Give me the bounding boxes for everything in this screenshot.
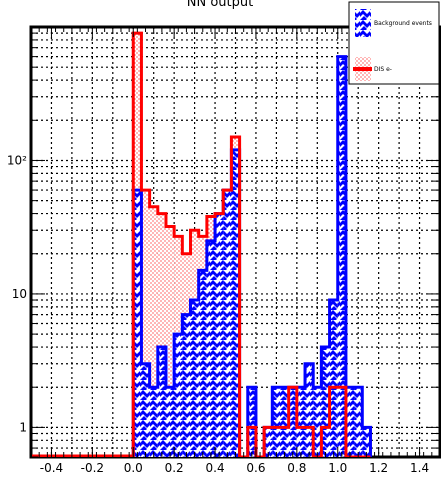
x-tick-label: 0.2: [165, 461, 184, 475]
background-bar: [305, 363, 314, 457]
background-bar: [247, 387, 256, 457]
background-bar: [215, 213, 224, 457]
dis-fill-bar: [190, 230, 199, 301]
background-bar: [182, 314, 191, 457]
background-bar: [206, 240, 216, 457]
background-bar: [264, 427, 273, 457]
background-bar: [133, 190, 142, 457]
y-tick-label: 10: [12, 287, 27, 301]
y-tick-label: 10²: [7, 153, 27, 167]
background-bar: [198, 270, 207, 457]
dis-fill-bar: [231, 136, 240, 150]
dis-fill-bar: [206, 216, 216, 241]
background-bar: [174, 334, 183, 457]
background-bar: [321, 347, 330, 457]
background-bar: [272, 387, 281, 457]
background-bar: [345, 387, 355, 457]
y-tick-label: 1: [19, 420, 27, 434]
legend: Background events DIS e-: [348, 1, 440, 85]
dis-fill-bar: [174, 236, 183, 335]
background-bar: [223, 190, 232, 457]
dis-fill-bar: [133, 33, 142, 191]
histogram-bars: [32, 31, 372, 457]
background-bar: [165, 387, 175, 457]
background-bar: [337, 56, 346, 457]
legend-label-dis: DIS e-: [374, 66, 392, 73]
axes: -0.4 -0.2 0.0 0.2 0.4 0.6 0.8 1.0 1.2 1.4 1 10 10²: [7, 27, 440, 475]
x-tick-label: 1.2: [369, 461, 388, 475]
chart-title: NN output: [187, 0, 253, 10]
dis-fill-bar: [157, 213, 166, 348]
x-tick-label: 1.0: [328, 461, 347, 475]
x-tick-label: 0.0: [124, 461, 143, 475]
background-bar: [329, 300, 338, 457]
x-tick-label: 0.4: [206, 461, 225, 475]
dis-fill-bar: [149, 206, 158, 388]
legend-label-background: Background events: [374, 20, 432, 27]
legend-swatch-background: [355, 9, 371, 37]
background-bar: [313, 387, 322, 457]
dis-fill-bar: [165, 226, 175, 388]
dis-fill-bar: [182, 253, 191, 315]
background-bar: [296, 387, 306, 457]
x-tick-label: -0.4: [40, 461, 63, 475]
dis-fill-bar: [198, 236, 207, 271]
background-bar: [190, 300, 199, 457]
x-tick-label: 0.8: [287, 461, 306, 475]
x-tick-label: 1.4: [410, 461, 429, 475]
dis-outline: [131, 31, 371, 457]
dis-fill-bar: [141, 190, 150, 364]
background-bar: [354, 387, 363, 457]
background-bar: [157, 347, 166, 457]
background-bar: [280, 387, 289, 457]
x-tick-label: 0.6: [246, 461, 265, 475]
background-bar: [231, 149, 240, 457]
background-outline: [131, 55, 372, 457]
x-tick-label: -0.2: [81, 461, 104, 475]
background-bar: [288, 387, 297, 457]
background-bar: [149, 387, 158, 457]
background-bar: [141, 363, 150, 457]
background-bar: [362, 427, 371, 457]
